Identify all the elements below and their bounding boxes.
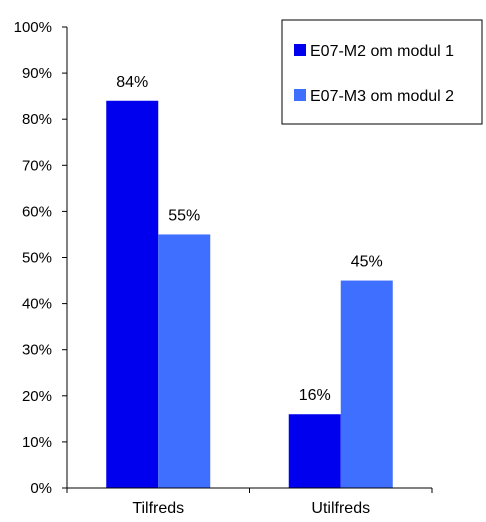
legend: E07-M2 om modul 1 E07-M3 om modul 2 — [281, 19, 483, 125]
bar — [288, 414, 341, 488]
category-label: Tilfreds — [132, 500, 184, 517]
y-tick-label: 60% — [22, 203, 52, 220]
y-tick-label: 70% — [22, 157, 52, 174]
data-label: 16% — [299, 387, 331, 404]
legend-label: E07-M3 om modul 2 — [310, 88, 454, 105]
y-tick-label: 0% — [30, 480, 52, 497]
y-tick-label: 50% — [22, 250, 52, 267]
y-axis: 0% 10% 20% 30% 40% 50% 60% 70% 80% 90% 100% — [14, 19, 68, 497]
y-tick-label: 80% — [22, 111, 52, 128]
legend-box — [281, 19, 483, 125]
legend-label: E07-M2 om modul 1 — [310, 43, 454, 60]
bar — [340, 280, 393, 488]
data-label: 45% — [351, 254, 383, 271]
x-axis: Tilfreds Utilfreds — [66, 487, 433, 517]
bar — [106, 100, 159, 488]
data-label: 84% — [116, 74, 148, 91]
legend-swatch — [294, 89, 306, 101]
category-label: Utilfreds — [311, 500, 370, 517]
bars: 84% 55% 16% 45% — [106, 74, 393, 488]
y-tick-label: 40% — [22, 296, 52, 313]
bar — [158, 234, 211, 488]
legend-swatch — [294, 44, 306, 56]
data-label: 55% — [168, 207, 200, 224]
y-tick-label: 10% — [22, 434, 52, 451]
y-tick-label: 30% — [22, 342, 52, 359]
y-tick-label: 100% — [14, 19, 52, 36]
y-tick-label: 20% — [22, 388, 52, 405]
y-tick-label: 90% — [22, 65, 52, 82]
